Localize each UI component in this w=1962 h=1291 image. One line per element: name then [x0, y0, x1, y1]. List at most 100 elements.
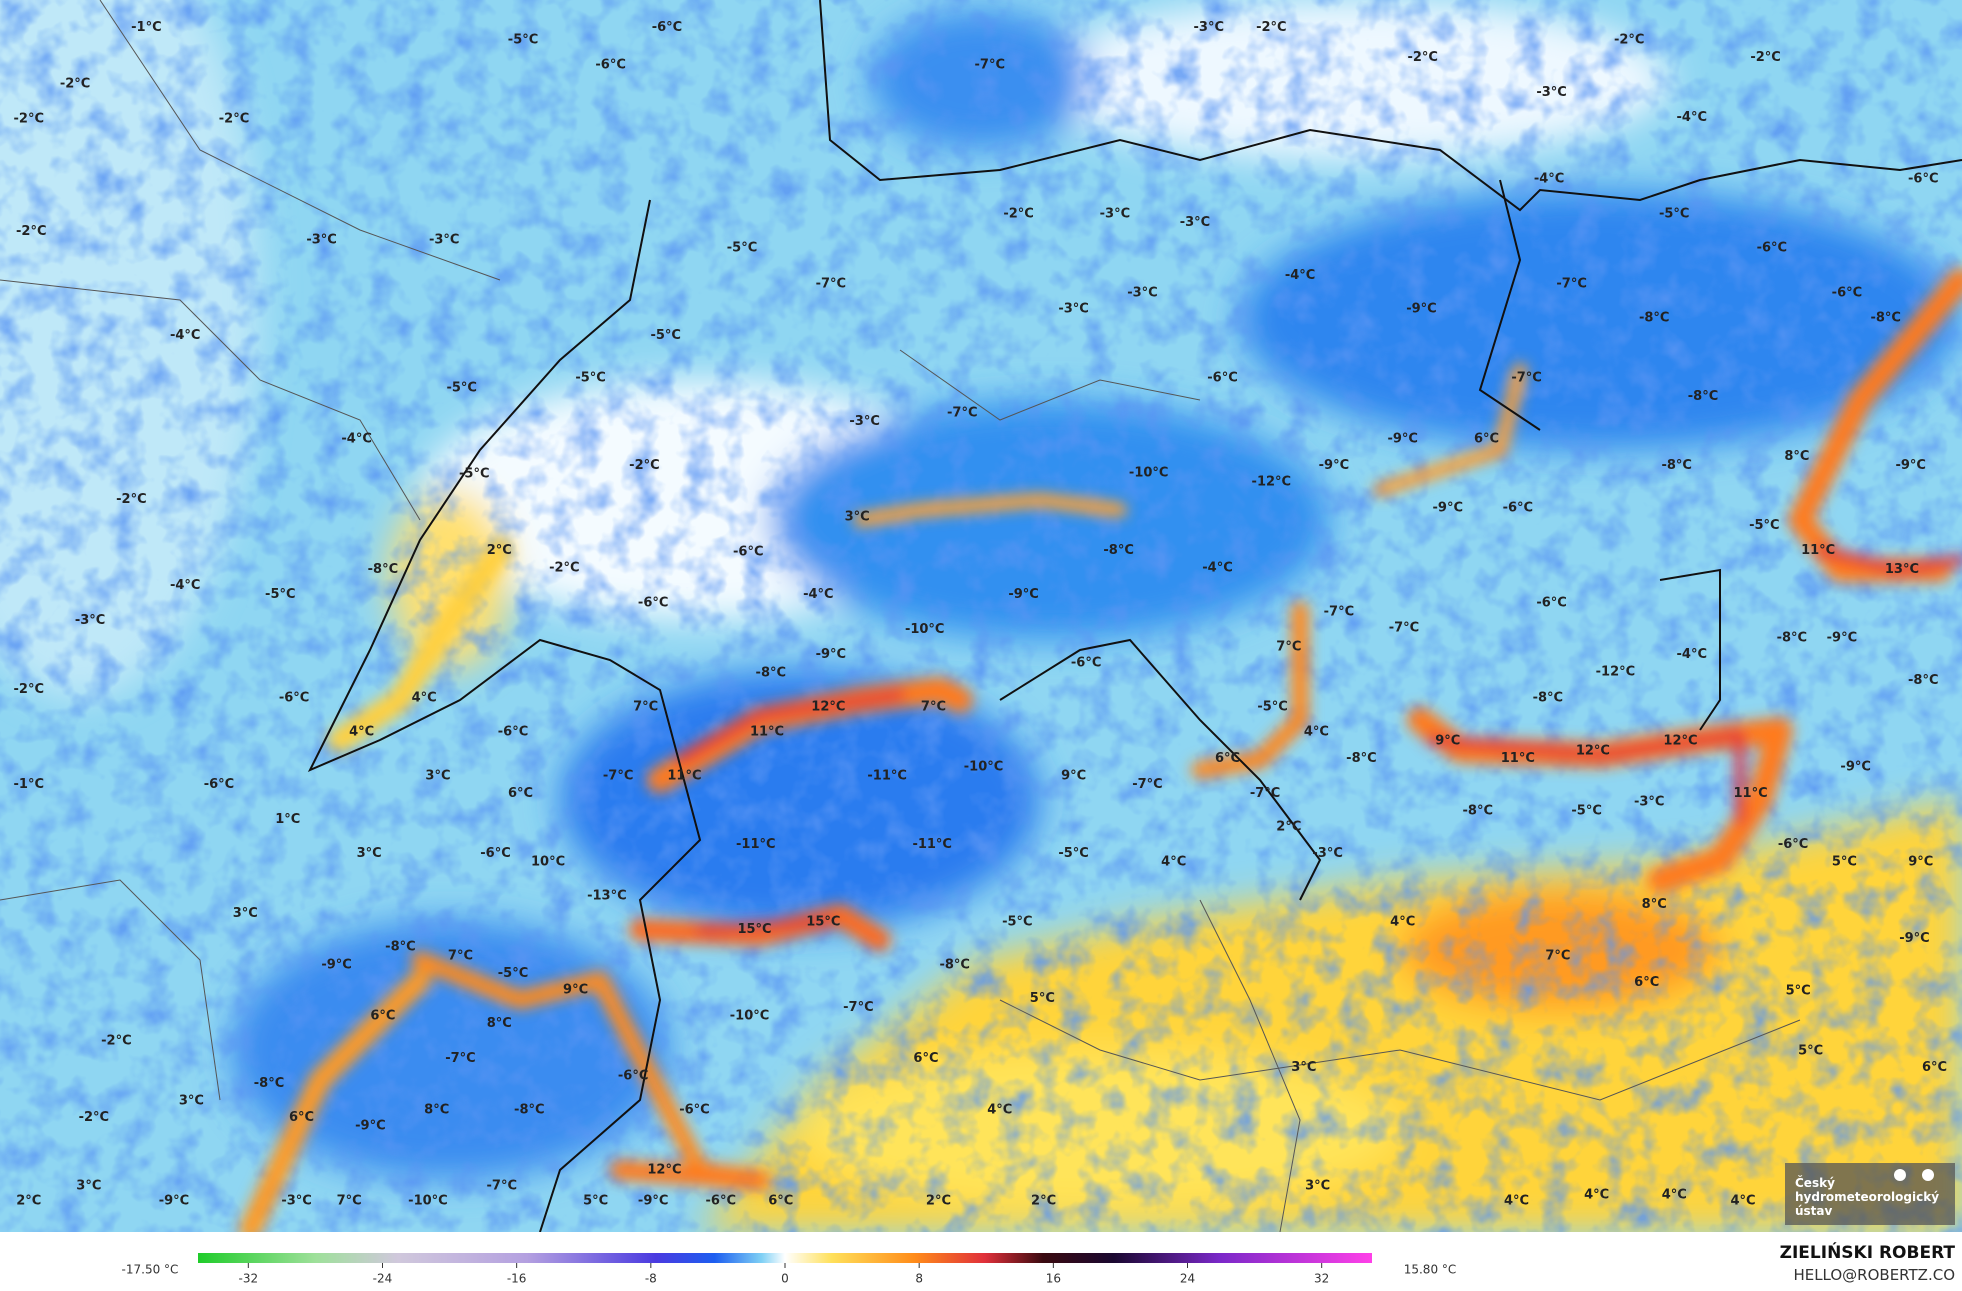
temperature-label: 5°C	[1798, 1044, 1823, 1059]
temperature-label: -5°C	[1571, 803, 1601, 818]
temperature-label: -6°C	[595, 58, 625, 73]
temperature-label: -8°C	[1346, 751, 1376, 766]
temperature-label: 1°C	[275, 812, 300, 827]
temperature-label: 7°C	[1545, 948, 1570, 963]
temperature-label: 2°C	[926, 1194, 951, 1209]
colorbar-tick-label: -32	[239, 1272, 259, 1286]
temperature-label: -11°C	[867, 768, 907, 783]
temperature-label: -10°C	[1129, 465, 1169, 480]
temperature-label: -8°C	[1661, 458, 1691, 473]
temperature-label: -4°C	[1285, 268, 1315, 283]
temperature-label: -5°C	[459, 467, 489, 482]
temperature-label: 12°C	[647, 1162, 681, 1177]
temperature-label: -3°C	[1194, 20, 1224, 35]
temperature-label: -7°C	[816, 277, 846, 292]
temperature-label: 7°C	[337, 1194, 362, 1209]
temperature-label: -9°C	[1827, 631, 1857, 646]
temperature-label: -6°C	[679, 1102, 709, 1117]
temperature-label: -2°C	[1407, 50, 1437, 65]
temperature-label: 5°C	[1832, 855, 1857, 870]
temperature-label: 15°C	[737, 922, 771, 937]
temperature-label: -7°C	[975, 58, 1005, 73]
temperature-label: -7°C	[843, 1000, 873, 1015]
temperature-label: -5°C	[1257, 699, 1287, 714]
logo: Český hydrometeorologický ústav	[1795, 1169, 1939, 1218]
temperature-label: -6°C	[1503, 501, 1533, 516]
temperature-label: -2°C	[549, 561, 579, 576]
temperature-label: 11°C	[1801, 543, 1835, 558]
temperature-label: 7°C	[921, 699, 946, 714]
temperature-label: -8°C	[254, 1076, 284, 1091]
temperature-label: 7°C	[633, 699, 658, 714]
temperature-label: -9°C	[1840, 760, 1870, 775]
temperature-label: -2°C	[79, 1110, 109, 1125]
temperature-label: -5°C	[1002, 915, 1032, 930]
temperature-label: 8°C	[424, 1102, 449, 1117]
temperature-label: -2°C	[1750, 50, 1780, 65]
temperature-label: -5°C	[650, 328, 680, 343]
temperature-label: -6°C	[1071, 656, 1101, 671]
colorbar-tick-label: -24	[373, 1272, 393, 1286]
temperature-label: 4°C	[1304, 725, 1329, 740]
temperature-label: -3°C	[1312, 846, 1342, 861]
temperature-label: -7°C	[1250, 786, 1280, 801]
temperature-label: 4°C	[987, 1102, 1012, 1117]
colorbar-tick-label: 32	[1314, 1272, 1329, 1286]
temperature-label: -2°C	[60, 76, 90, 91]
temperature-label: 15°C	[806, 915, 840, 930]
temperature-label: -7°C	[1132, 777, 1162, 792]
colorbar-min-label: -17.50 °C	[122, 1263, 179, 1277]
temperature-label: 6°C	[1474, 432, 1499, 447]
logo-text: ústav	[1795, 1204, 1833, 1218]
temperature-label: -2°C	[1256, 20, 1286, 35]
temperature-label: -9°C	[321, 957, 351, 972]
temperature-label: -2°C	[16, 224, 46, 239]
temperature-label: -8°C	[1463, 803, 1493, 818]
temperature-label: -8°C	[756, 666, 786, 681]
temperature-label: -3°C	[1634, 795, 1664, 810]
temperature-label: -5°C	[575, 370, 605, 385]
temperature-label: 3°C	[1305, 1179, 1330, 1194]
temperature-label: 6°C	[1634, 975, 1659, 990]
temperature-label: 3°C	[425, 768, 450, 783]
temperature-label: 7°C	[1276, 639, 1301, 654]
temperature-label: 9°C	[563, 982, 588, 997]
colorbar-tick-label: 0	[781, 1272, 789, 1286]
temperature-label: -2°C	[14, 682, 44, 697]
temperature-label: -3°C	[1100, 206, 1130, 221]
temperature-label: 2°C	[16, 1194, 41, 1209]
temperature-label: 3°C	[76, 1179, 101, 1194]
temperature-label: -8°C	[514, 1102, 544, 1117]
temperature-label: 9°C	[1061, 768, 1086, 783]
temperature-label: -7°C	[1324, 604, 1354, 619]
temperature-label: -5°C	[1058, 846, 1088, 861]
temperature-label: 11°C	[1733, 786, 1767, 801]
temperature-label: -9°C	[638, 1194, 668, 1209]
temperature-label: 3°C	[845, 509, 870, 524]
temperature-label: -10°C	[730, 1009, 770, 1024]
temperature-label: 3°C	[1291, 1060, 1316, 1075]
temperature-label: 4°C	[412, 691, 437, 706]
temperature-label: -5°C	[508, 33, 538, 48]
temperature-label: -1°C	[131, 20, 161, 35]
colorbar: -32 -24 -16 -8 0 8 16 24 32	[198, 1253, 1372, 1286]
temperature-label: -6°C	[1757, 240, 1787, 255]
temperature-label: -2°C	[1614, 33, 1644, 48]
temperature-label: -6°C	[204, 777, 234, 792]
temperature-label: -2°C	[116, 492, 146, 507]
temperature-label: -5°C	[1659, 206, 1689, 221]
temperature-label: -8°C	[1103, 543, 1133, 558]
temperature-label: -9°C	[1895, 458, 1925, 473]
temperature-label: 4°C	[1390, 915, 1415, 930]
temperature-label: -3°C	[1536, 85, 1566, 100]
temperature-label: 10°C	[531, 855, 565, 870]
temperature-label: -8°C	[385, 940, 415, 955]
temperature-label: -9°C	[159, 1194, 189, 1209]
temperature-label: 12°C	[1576, 743, 1610, 758]
temperature-label: 6°C	[913, 1051, 938, 1066]
colorbar-tick-label: 16	[1046, 1272, 1061, 1286]
temperature-label: -6°C	[498, 725, 528, 740]
temperature-label: 5°C	[583, 1194, 608, 1209]
